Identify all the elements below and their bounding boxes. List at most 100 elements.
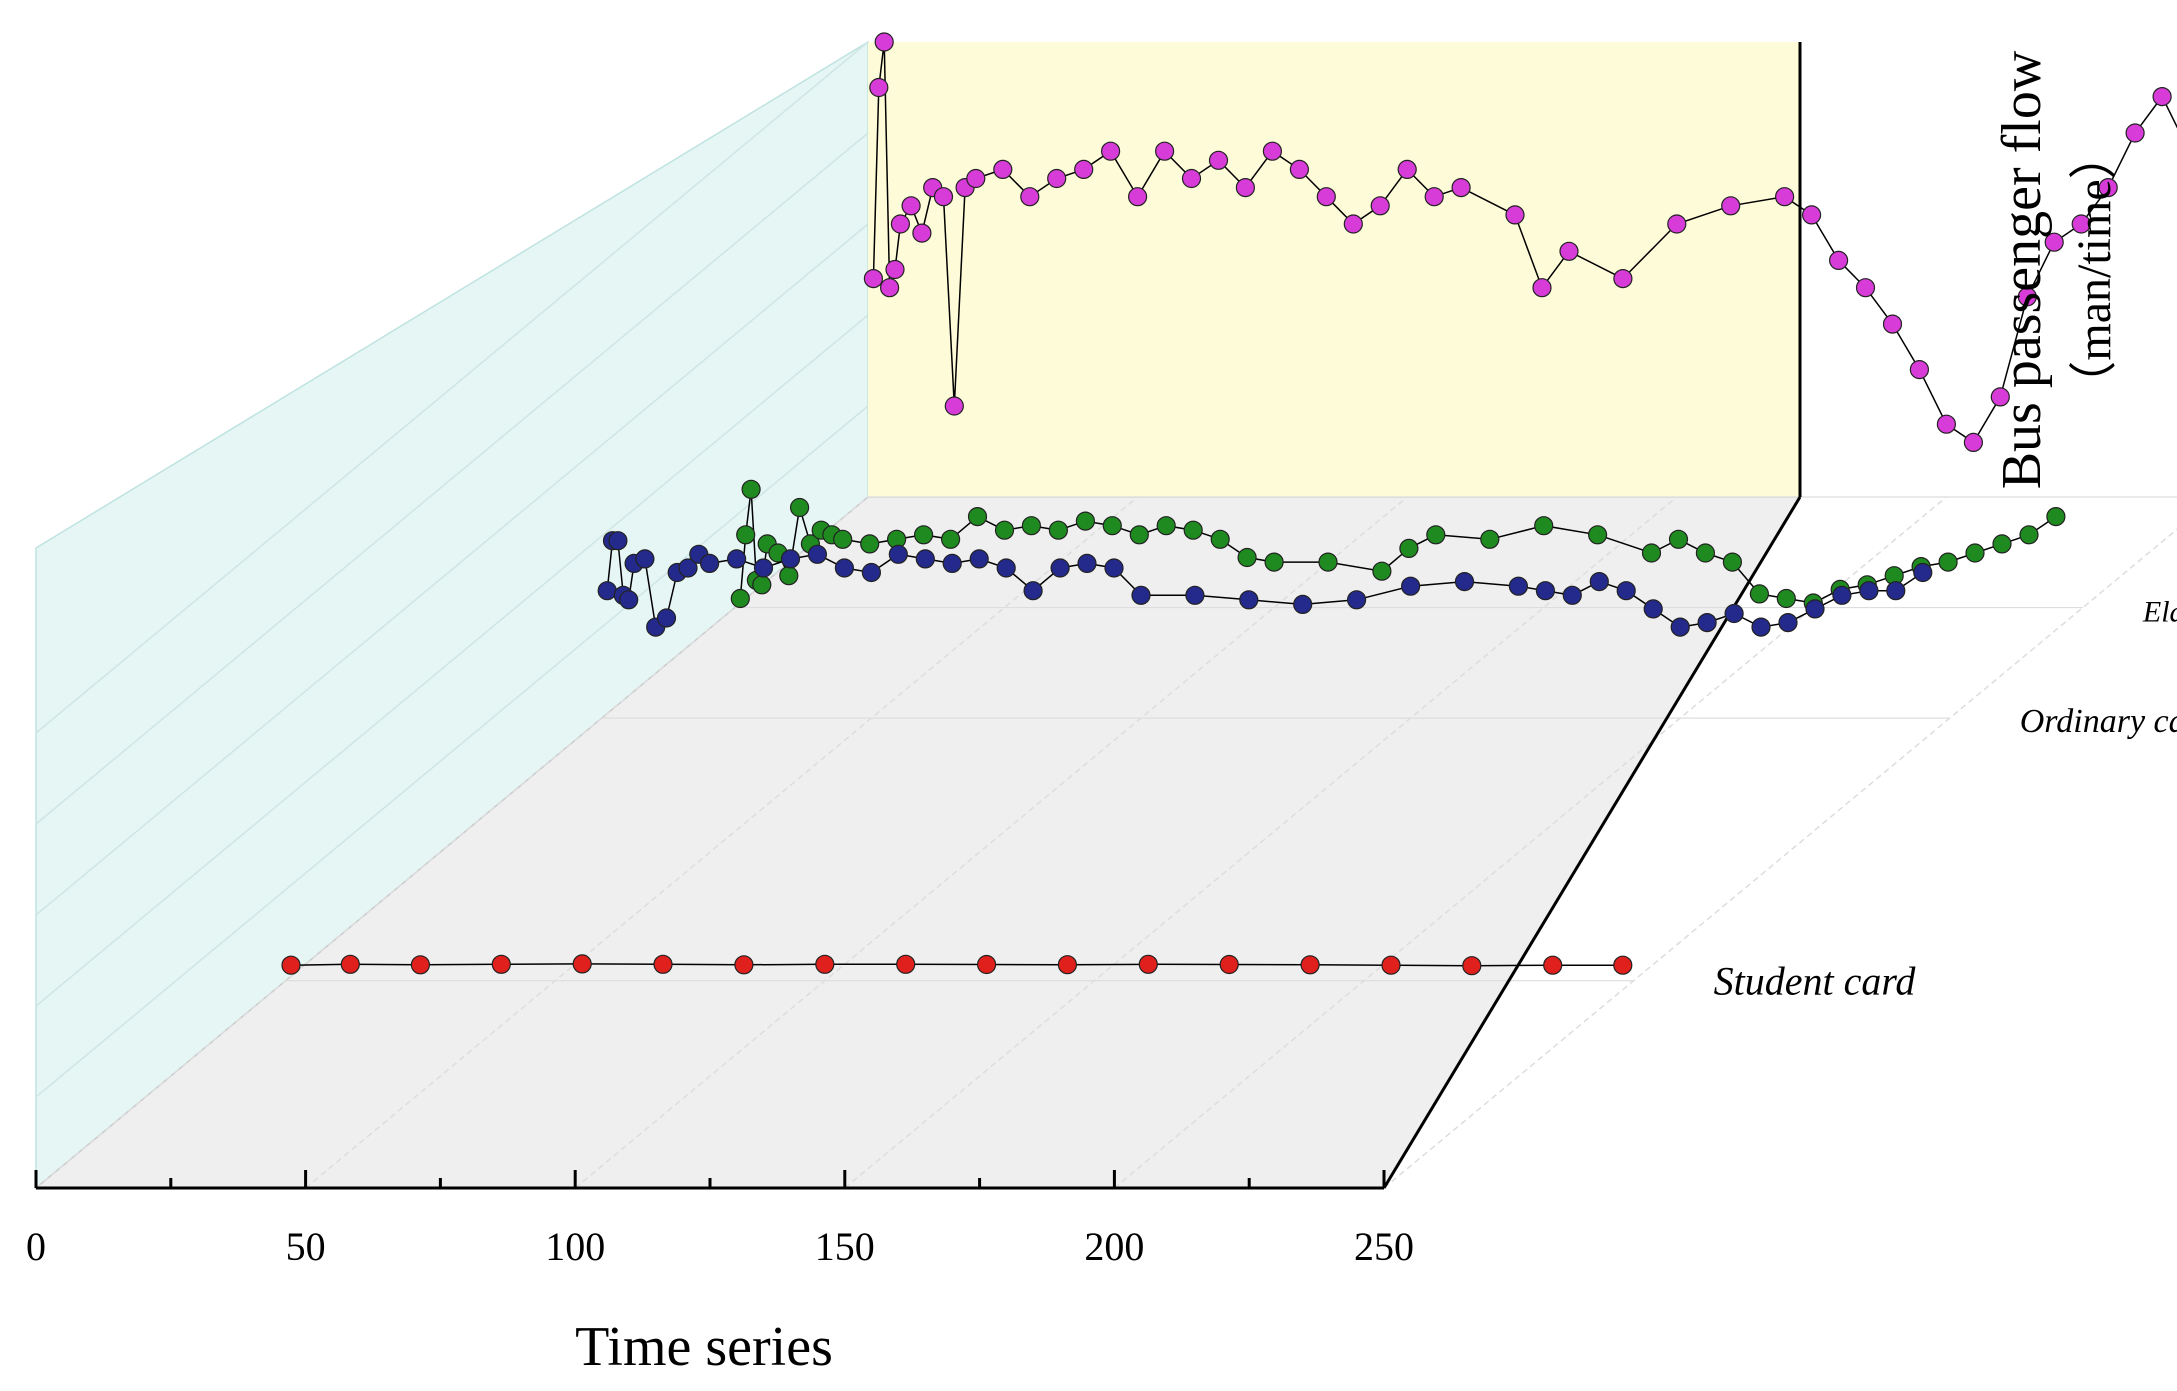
data-point xyxy=(1721,196,1741,216)
x-tick-label: 200 xyxy=(1084,1224,1144,1269)
data-point xyxy=(730,588,750,609)
data-point xyxy=(1048,520,1069,540)
data-point xyxy=(1047,168,1067,189)
data-point xyxy=(860,534,880,554)
data-point xyxy=(597,581,617,601)
data-point xyxy=(1909,360,1930,380)
category-label: Student card xyxy=(1714,959,1917,1004)
category-label: Ordinary card xyxy=(2020,703,2177,740)
data-point xyxy=(1154,141,1175,161)
data-point xyxy=(1801,205,1822,225)
data-point xyxy=(1778,612,1798,633)
data-point xyxy=(1156,516,1176,536)
data-point xyxy=(1990,387,2010,407)
data-point xyxy=(340,954,360,974)
data-point xyxy=(944,396,964,416)
data-point xyxy=(1562,585,1582,605)
back-wall xyxy=(868,42,1800,497)
data-point xyxy=(966,168,986,189)
x-tick-label: 100 xyxy=(545,1224,605,1269)
data-point xyxy=(752,575,772,595)
grid-x-line xyxy=(305,496,1139,1189)
data-point xyxy=(901,196,921,216)
data-point xyxy=(890,214,911,234)
data-point xyxy=(1219,954,1239,975)
data-point xyxy=(1451,178,1471,198)
data-point xyxy=(1695,543,1716,563)
data-point xyxy=(942,553,962,574)
data-point xyxy=(678,558,698,578)
y-axis-title-line2: （man/time） xyxy=(2068,131,2121,408)
data-point xyxy=(933,187,954,207)
data-point xyxy=(1505,205,1525,225)
grid-x-line xyxy=(35,496,869,1189)
data-point xyxy=(1208,150,1229,170)
data-point xyxy=(993,159,1013,179)
data-point xyxy=(1776,588,1796,609)
data-point xyxy=(779,566,799,586)
data-point xyxy=(1104,558,1124,578)
x-axis-title: Time series xyxy=(575,1316,833,1378)
data-point xyxy=(1210,529,1230,549)
data-point xyxy=(1381,955,1401,975)
data-point xyxy=(967,506,988,527)
data-point xyxy=(410,955,430,975)
data-point xyxy=(1643,599,1663,619)
data-point xyxy=(1237,547,1257,568)
grid-side-line xyxy=(35,405,869,1098)
data-point xyxy=(833,529,853,549)
data-point xyxy=(1050,558,1070,578)
data-point xyxy=(1913,562,1933,583)
data-point xyxy=(1697,612,1717,633)
data-point xyxy=(1057,955,1078,975)
category-label: Elderly card xyxy=(2142,596,2177,629)
data-point xyxy=(1316,187,1336,207)
data-point xyxy=(1535,581,1556,601)
data-point xyxy=(1102,516,1122,536)
data-point xyxy=(653,954,673,974)
series-layer xyxy=(281,32,2177,976)
data-point xyxy=(1667,214,1687,234)
data-point xyxy=(915,549,935,569)
grid-side-line xyxy=(35,223,869,916)
data-point xyxy=(1508,576,1529,596)
data-point xyxy=(1992,534,2012,554)
data-point xyxy=(1181,168,1202,189)
data-point xyxy=(1074,159,1094,179)
data-point xyxy=(1370,196,1390,216)
data-point xyxy=(1543,955,1563,975)
data-point xyxy=(863,269,884,289)
data-point xyxy=(996,558,1016,578)
data-point xyxy=(741,479,761,499)
data-point xyxy=(912,223,932,243)
data-point xyxy=(1613,269,1633,289)
data-point xyxy=(1131,585,1151,605)
grid-x-line xyxy=(1383,528,2177,1189)
data-point xyxy=(1023,581,1043,601)
data-point xyxy=(572,954,592,974)
data-point xyxy=(1262,141,1283,161)
data-point xyxy=(780,549,801,569)
data-point xyxy=(888,544,908,564)
data-point xyxy=(869,77,889,98)
series-line xyxy=(739,489,2057,604)
data-point xyxy=(619,590,639,610)
data-point xyxy=(879,278,900,298)
data-point xyxy=(1832,585,1852,605)
data-point xyxy=(1859,581,1879,601)
data-point xyxy=(1346,590,1367,610)
data-point xyxy=(1426,525,1446,545)
data-point xyxy=(1965,543,1985,563)
data-point xyxy=(753,558,774,578)
data-point xyxy=(815,954,835,974)
data-point xyxy=(1751,617,1771,637)
series-elderly-card xyxy=(730,479,2066,613)
x-ticks: 0 50 100 150 200 250 xyxy=(26,1170,1414,1269)
data-point xyxy=(994,520,1015,540)
grid-side-line xyxy=(35,132,869,825)
data-point xyxy=(1532,278,1552,298)
data-point xyxy=(1293,594,1313,615)
data-point xyxy=(734,955,754,975)
x-tick-label: 150 xyxy=(815,1224,875,1269)
data-point xyxy=(656,608,677,628)
